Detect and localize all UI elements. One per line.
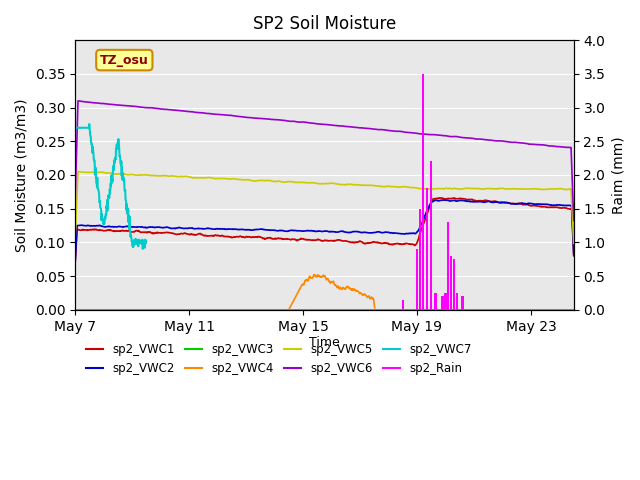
- Bar: [419, 209, 421, 310]
- Bar: [461, 296, 464, 310]
- Bar: [430, 161, 433, 310]
- Text: TZ_osu: TZ_osu: [100, 54, 148, 67]
- Bar: [456, 293, 458, 310]
- Y-axis label: Soil Moisture (m3/m3): Soil Moisture (m3/m3): [15, 98, 29, 252]
- Bar: [416, 249, 418, 310]
- Legend: sp2_VWC1, sp2_VWC2, sp2_VWC3, sp2_VWC4, sp2_VWC5, sp2_VWC6, sp2_VWC7, sp2_Rain: sp2_VWC1, sp2_VWC2, sp2_VWC3, sp2_VWC4, …: [81, 338, 477, 379]
- Bar: [450, 256, 452, 310]
- Bar: [422, 74, 424, 310]
- Bar: [447, 222, 449, 310]
- X-axis label: Time: Time: [309, 336, 340, 349]
- Y-axis label: Raim (mm): Raim (mm): [611, 136, 625, 214]
- Bar: [453, 259, 455, 310]
- Bar: [442, 296, 444, 310]
- Bar: [435, 293, 436, 310]
- Bar: [426, 189, 428, 310]
- Title: SP2 Soil Moisture: SP2 Soil Moisture: [253, 15, 396, 33]
- Bar: [444, 293, 447, 310]
- Bar: [402, 300, 404, 310]
